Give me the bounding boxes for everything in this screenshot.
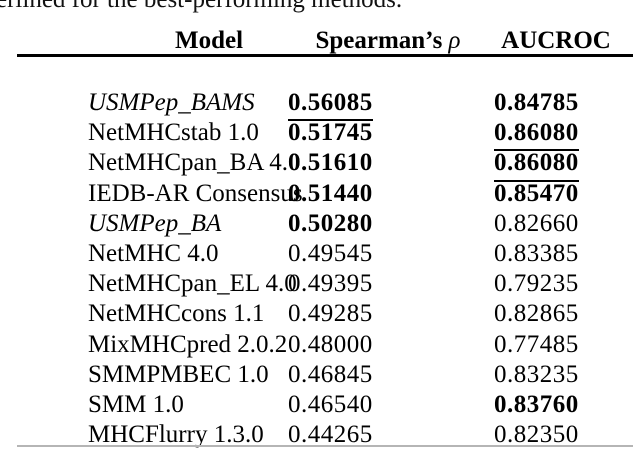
spearman-cell: 0.51440 bbox=[288, 179, 373, 207]
model-cell: SMMPMBEC 1.0 bbox=[88, 360, 269, 388]
table-row: USMPep_BAMS 0.56085 0.84785 bbox=[0, 88, 638, 122]
table-row: NetMHC 4.0 0.49545 0.83385 bbox=[0, 239, 638, 269]
table-row: USMPep_BA 0.50280 0.82660 bbox=[0, 209, 638, 239]
aucroc-cell: 0.83235 bbox=[494, 360, 579, 388]
model-cell: MHCFlurry 1.3.0 bbox=[88, 421, 264, 449]
spearman-cell: 0.51610 bbox=[288, 149, 373, 177]
model-cell: NetMHCcons 1.1 bbox=[88, 300, 265, 328]
aucroc-cell: 0.83385 bbox=[494, 239, 579, 267]
header-rule bbox=[17, 54, 633, 57]
spearman-cell: 0.50280 bbox=[288, 209, 373, 237]
spearman-cell: 0.48000 bbox=[288, 330, 373, 358]
model-cell: USMPep_BA bbox=[88, 209, 222, 237]
aucroc-cell: 0.79235 bbox=[494, 270, 579, 298]
aucroc-cell: 0.85470 bbox=[494, 179, 579, 207]
caption-fragment: erlined for the best-performing methods. bbox=[0, 0, 634, 13]
rho-symbol: ρ bbox=[448, 27, 461, 54]
model-cell: NetMHCpan_EL 4.0 bbox=[88, 270, 297, 298]
header-aucroc: AUCROC bbox=[501, 27, 611, 54]
model-cell: IEDB-AR Consensus bbox=[88, 179, 303, 207]
spearman-cell: 0.49545 bbox=[288, 239, 373, 267]
header-model: Model bbox=[174, 27, 244, 54]
aucroc-cell: 0.82350 bbox=[494, 421, 579, 449]
model-cell: NetMHCpan_BA 4.0 bbox=[88, 149, 301, 177]
caption-fragment-text: erlined for the best-performing methods. bbox=[0, 0, 634, 13]
aucroc-cell: 0.77485 bbox=[494, 330, 579, 358]
aucroc-cell: 0.86080 bbox=[494, 148, 579, 182]
spearman-cell: 0.51745 bbox=[288, 119, 373, 147]
model-cell: MixMHCpred 2.0.2 bbox=[88, 330, 288, 358]
aucroc-cell: 0.86080 bbox=[494, 118, 579, 152]
spearman-cell: 0.46845 bbox=[288, 360, 373, 388]
model-cell: NetMHCstab 1.0 bbox=[88, 119, 259, 147]
spearman-cell: 0.46540 bbox=[288, 390, 373, 418]
table-row: NetMHCpan_EL 4.0 0.49395 0.79235 bbox=[0, 269, 638, 299]
model-cell: SMM 1.0 bbox=[88, 390, 184, 418]
spearman-cell: 0.44265 bbox=[288, 421, 373, 449]
table-row: MixMHCpred 2.0.2 0.48000 0.77485 bbox=[0, 330, 638, 360]
aucroc-cell: 0.82865 bbox=[494, 300, 579, 328]
spearman-cell: 0.56085 bbox=[288, 88, 373, 122]
table-row: NetMHCcons 1.1 0.49285 0.82865 bbox=[0, 299, 638, 329]
aucroc-cell: 0.82660 bbox=[494, 209, 579, 237]
table-row: MHCFlurry 1.3.0 0.44265 0.82350 bbox=[0, 420, 638, 450]
spearman-cell: 0.49395 bbox=[288, 270, 373, 298]
model-cell: NetMHC 4.0 bbox=[88, 239, 219, 267]
table-row: IEDB-AR Consensus 0.51440 0.85470 bbox=[0, 179, 638, 209]
table-row: NetMHCstab 1.0 0.51745 0.86080 bbox=[0, 118, 638, 152]
header-spearman: Spearman’s ρ bbox=[315, 26, 460, 55]
aucroc-cell: 0.83760 bbox=[494, 390, 579, 418]
table-header-row: Model Spearman’s ρ AUCROC bbox=[0, 26, 638, 55]
aucroc-cell: 0.84785 bbox=[494, 89, 579, 116]
table-row: NetMHCpan_BA 4.0 0.51610 0.86080 bbox=[0, 148, 638, 182]
table-row: SMM 1.0 0.46540 0.83760 bbox=[0, 390, 638, 420]
bottom-rule bbox=[17, 445, 633, 447]
header-spearman-label: Spearman’s bbox=[315, 27, 449, 54]
spearman-cell: 0.49285 bbox=[288, 300, 373, 328]
results-table: USMPep_BAMS 0.56085 0.84785 NetMHCstab 1… bbox=[0, 88, 638, 450]
table-row: SMMPMBEC 1.0 0.46845 0.83235 bbox=[0, 360, 638, 390]
model-cell: USMPep_BAMS bbox=[88, 89, 255, 116]
